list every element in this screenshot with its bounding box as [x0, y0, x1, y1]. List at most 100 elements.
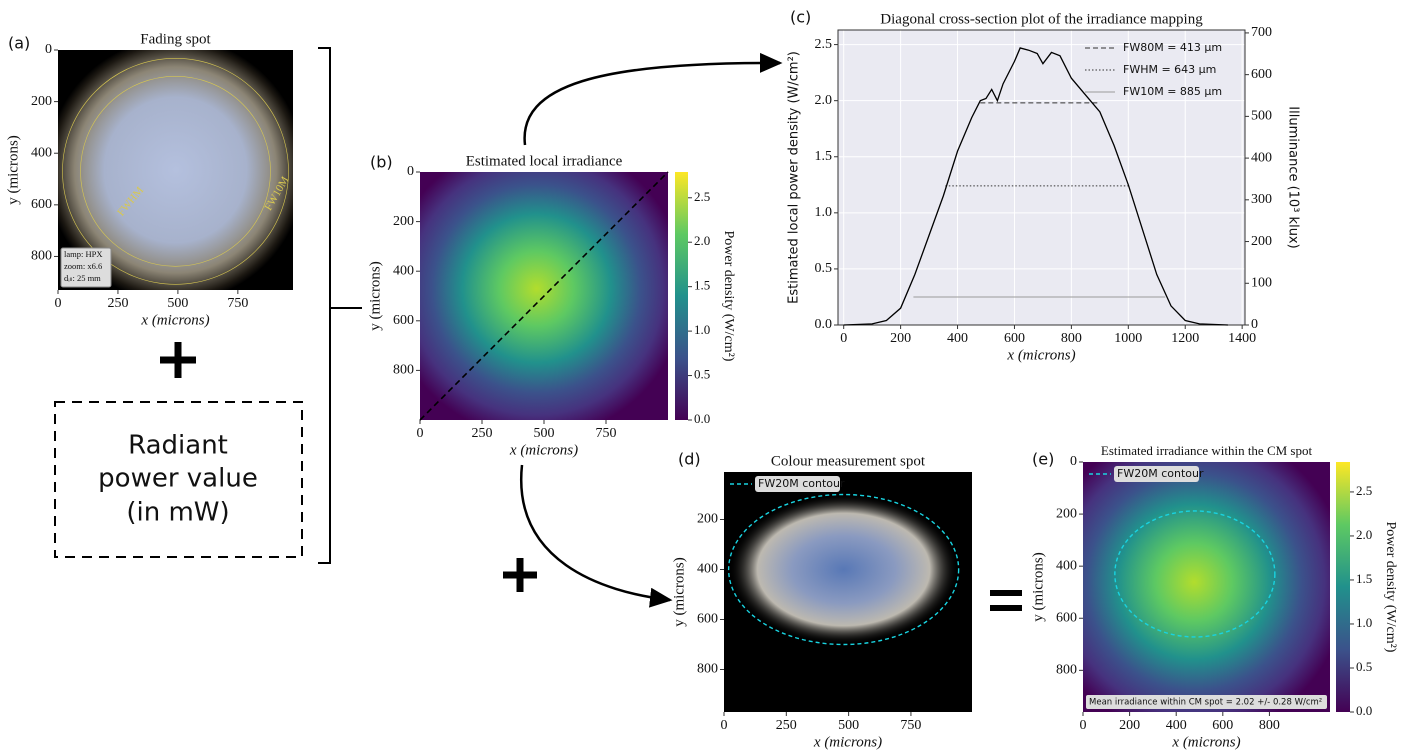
line — [843, 47, 1228, 326]
x-tick-label: 500 — [167, 296, 188, 311]
y-tick-label: 2.0 — [815, 93, 833, 108]
colorbar-tick-label: 2.0 — [694, 233, 710, 248]
note-box — [1086, 695, 1327, 709]
power-box — [54, 401, 303, 558]
y2-tick-label: 0 — [1251, 317, 1258, 332]
x-tick-label: 0 — [840, 331, 847, 346]
legend-box — [1114, 466, 1199, 482]
y2-tick-label: 200 — [1251, 234, 1272, 249]
y-tick-label: 600 — [393, 313, 414, 328]
colorbar-tick-label: 0.0 — [694, 411, 710, 426]
y-axis-label: y (microns) — [671, 557, 687, 627]
power-box-text: power value — [98, 464, 258, 494]
x-axis-label: x (microns) — [140, 312, 209, 328]
x-tick-label: 0 — [55, 296, 62, 311]
x-tick-label: 800 — [1259, 718, 1280, 733]
legend-label: FW80M = 413 μm — [1123, 41, 1222, 54]
y-tick-label: 600 — [1056, 610, 1077, 625]
y-tick-label: 200 — [697, 512, 718, 527]
x-tick-label: 0 — [1080, 718, 1087, 733]
plus-sign — [160, 342, 196, 378]
y-tick-label: 400 — [393, 263, 414, 278]
x-tick-label: 800 — [1061, 331, 1082, 346]
colorbar-tick-label: 0.0 — [1356, 703, 1372, 718]
x-tick-label: 0 — [721, 718, 728, 733]
y-tick-label: 800 — [697, 662, 718, 677]
fw20m-contour — [727, 493, 960, 646]
image — [1083, 462, 1330, 712]
y-axis-label: y (microns) — [367, 261, 383, 331]
y-tick-label: 600 — [697, 612, 718, 627]
x-tick-label: 250 — [776, 718, 797, 733]
x-tick-label: 500 — [534, 426, 555, 441]
panel-label: (e) — [1032, 450, 1054, 469]
y2-tick-label: 300 — [1251, 192, 1272, 207]
y-tick-label: 0 — [45, 42, 52, 57]
info-text: dᵢₗₗ: 25 mm — [64, 273, 101, 283]
y2-tick-label: 600 — [1251, 67, 1272, 82]
arrow — [519, 464, 673, 608]
arrow — [523, 52, 783, 146]
y-tick-label: 800 — [393, 363, 414, 378]
x-tick-label: 600 — [1212, 718, 1233, 733]
colorbar — [675, 172, 688, 420]
x-tick-label: 1400 — [1228, 331, 1256, 346]
y-axis-label: y (microns) — [5, 135, 21, 205]
x-tick-label: 500 — [838, 718, 859, 733]
x-axis-label: x (microns) — [1171, 734, 1240, 750]
colorbar-label: Power density (W/cm²) — [1383, 522, 1398, 653]
x-tick-label: 200 — [890, 331, 911, 346]
y-tick-label: 200 — [393, 214, 414, 229]
y-tick-label: 400 — [31, 145, 52, 160]
x-tick-label: 600 — [1004, 331, 1025, 346]
y2-tick-label: 400 — [1251, 150, 1272, 165]
chart-title: Diagonal cross-section plot of the irrad… — [880, 11, 1203, 27]
y-tick-label: 800 — [1056, 663, 1077, 678]
y-tick-label: 200 — [31, 94, 52, 109]
y-tick-label: 0.0 — [815, 317, 833, 332]
x-axis-label: x (microns) — [813, 734, 882, 750]
x-tick-label: 250 — [107, 296, 128, 311]
y2-tick-label: 100 — [1251, 275, 1272, 290]
fw20m-contour — [1114, 510, 1276, 638]
x-tick-label: 750 — [900, 718, 921, 733]
y-axis-label: Estimated local power density (W/cm²) — [787, 51, 802, 304]
chart-title: Colour measurement spot — [771, 453, 926, 469]
x-axis-label: x (microns) — [1006, 347, 1075, 363]
plot-frame — [837, 29, 1246, 326]
image-spot — [728, 494, 959, 645]
note: Mean irradiance within CM spot = 2.02 +/… — [1089, 698, 1322, 708]
power-box-text: Radiant — [128, 431, 228, 461]
x-tick-label: 1000 — [1114, 331, 1142, 346]
colorbar-tick-label: 2.5 — [694, 189, 710, 204]
x-tick-label: 400 — [947, 331, 968, 346]
info-box — [60, 247, 112, 288]
legend-label: FWHM = 643 μm — [1123, 63, 1216, 76]
panel-label: (a) — [8, 34, 30, 53]
y-tick-label: 400 — [697, 562, 718, 577]
x-axis-label: x (microns) — [509, 442, 578, 458]
y-tick-label: 0.5 — [815, 261, 833, 276]
panel-label: (c) — [790, 8, 811, 27]
y-tick-label: 400 — [1056, 558, 1077, 573]
x-tick-label: 1200 — [1171, 331, 1199, 346]
colorbar-tick-label: 0.5 — [694, 367, 710, 382]
y-tick-label: 2.5 — [815, 37, 833, 52]
equals-sign — [990, 590, 1022, 611]
contour — [80, 75, 271, 267]
y-tick-label: 1.0 — [815, 205, 833, 220]
legend-label: FW20M contour — [1117, 467, 1204, 480]
legend-label: FW20M contour — [758, 477, 845, 490]
x-tick-label: 750 — [227, 296, 248, 311]
colorbar-tick-label: 2.5 — [1356, 483, 1372, 498]
x-tick-label: 400 — [1166, 718, 1187, 733]
info-text: lamp: HPX — [64, 249, 103, 259]
y-axis-label: y (microns) — [1030, 552, 1046, 622]
info-text: zoom: x6.6 — [64, 261, 102, 271]
contour — [62, 57, 289, 285]
power-box-text: (in mW) — [126, 498, 229, 528]
colorbar-label: Power density (W/cm²) — [721, 231, 736, 362]
plot-area — [838, 30, 1245, 325]
colorbar-tick-label: 1.0 — [1356, 615, 1372, 630]
